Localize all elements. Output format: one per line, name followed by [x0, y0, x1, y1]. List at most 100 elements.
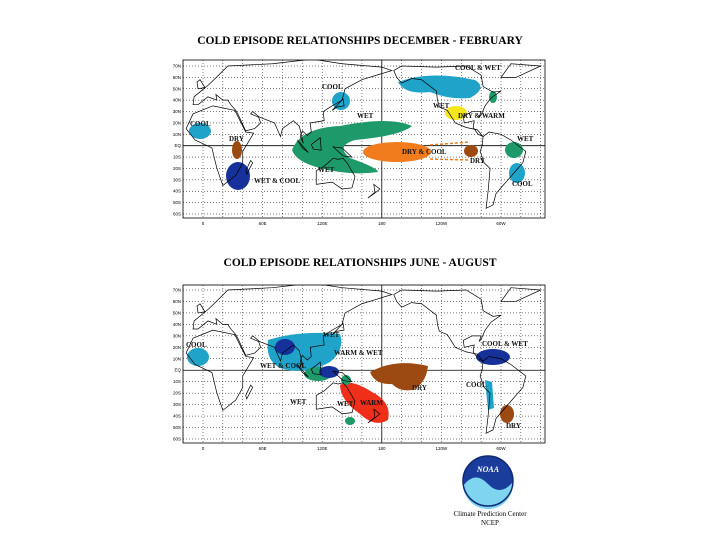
lon-label: 120W — [436, 446, 449, 451]
coastline — [185, 105, 255, 187]
lat-label: 10S — [173, 379, 181, 384]
region-label: WET & COOL — [260, 362, 306, 370]
region-label: WET — [318, 166, 335, 174]
lon-label: 60W — [496, 446, 506, 451]
coastline — [196, 79, 206, 90]
region-label: COOL — [186, 341, 207, 349]
coastline — [315, 157, 356, 190]
lat-label: 30N — [173, 333, 181, 338]
lat-label: 60S — [173, 437, 181, 442]
lat-label: 20S — [173, 166, 181, 171]
region-label: COOL & WET — [455, 64, 501, 72]
region-label: DRY — [229, 135, 244, 143]
lat-label: 20N — [173, 345, 181, 350]
lon-label: 180 — [378, 446, 386, 451]
coastline — [185, 329, 255, 411]
map-title: COLD EPISODE RELATIONSHIPS DECEMBER - FE… — [197, 35, 523, 47]
region-label: COOL & WET — [482, 340, 528, 348]
region-label: DRY — [506, 422, 521, 430]
anomaly-region — [370, 363, 428, 391]
lat-label: 60N — [173, 75, 181, 80]
lat-label: 30N — [173, 109, 181, 114]
map-frame — [182, 284, 546, 444]
coastline — [315, 382, 356, 415]
lat-label: 50N — [173, 86, 181, 91]
lat-label: 10S — [173, 155, 181, 160]
lat-label: 60S — [173, 212, 181, 217]
region-label: DRY — [412, 384, 427, 392]
coastline — [500, 63, 543, 78]
coastline — [332, 370, 354, 383]
map-frame — [182, 59, 546, 219]
lat-label: 70N — [173, 288, 181, 293]
anomaly-region — [189, 123, 211, 139]
coastline — [367, 183, 381, 199]
lat-label: 50S — [173, 200, 181, 205]
lat-label: 70N — [173, 64, 181, 69]
anomaly-region — [485, 380, 494, 410]
anomaly-region — [509, 163, 525, 183]
lat-label: 60N — [173, 299, 181, 304]
anomaly-region — [505, 142, 523, 158]
coastline — [192, 60, 393, 144]
coastline — [196, 303, 206, 314]
lon-label: 0 — [202, 446, 205, 451]
coastline — [245, 159, 254, 176]
anomaly-region — [363, 142, 431, 162]
footer-unit: NCEP — [481, 519, 499, 527]
lat-label: 50N — [173, 310, 181, 315]
anomaly-region — [429, 141, 471, 161]
coastline — [393, 65, 502, 137]
coastline — [245, 384, 254, 400]
lon-label: 120E — [317, 221, 328, 226]
map — [183, 285, 545, 443]
coastline — [367, 408, 381, 424]
lat-label: 10N — [173, 132, 181, 137]
lon-label: 60W — [496, 221, 506, 226]
region-label: WET — [290, 398, 307, 406]
anomaly-region — [464, 145, 478, 157]
lon-label: 60E — [259, 446, 267, 451]
anomaly-region — [187, 348, 209, 366]
region-label: WET — [337, 400, 354, 408]
region-label: WARM — [360, 399, 383, 407]
lon-label: 0 — [202, 221, 205, 226]
lat-label: 30S — [173, 177, 181, 182]
coastline — [331, 98, 345, 111]
lon-label: 180 — [378, 221, 386, 226]
region-label: WET & COOL — [254, 177, 300, 185]
coastline — [393, 289, 502, 362]
coastline — [331, 322, 345, 335]
coastline — [297, 364, 309, 378]
lat-label: 40N — [173, 322, 181, 327]
anomaly-region — [345, 417, 355, 425]
region-label: COOL — [512, 180, 533, 188]
anomaly-region — [292, 121, 412, 174]
region-label: COOL — [322, 83, 343, 91]
anomaly-region — [226, 162, 250, 190]
logo-text: NOAA — [476, 465, 500, 474]
lat-label: 40N — [173, 98, 181, 103]
lat-label: 10N — [173, 356, 181, 361]
region-label: DRY — [470, 157, 485, 165]
anomaly-region — [275, 339, 295, 355]
region-label: COOL — [190, 120, 211, 128]
region-label: WET — [433, 102, 450, 110]
coastline — [332, 146, 354, 158]
anomaly-region — [398, 75, 481, 99]
footer-center: Climate Prediction Center — [453, 510, 527, 518]
region-label: WET — [357, 112, 374, 120]
lat-label: 40S — [173, 189, 181, 194]
anomaly-region — [500, 405, 514, 423]
lat-label: 50S — [173, 425, 181, 430]
noaa-logo: NOAA — [462, 455, 514, 510]
coastline — [310, 137, 322, 151]
region-label: WET — [323, 331, 340, 339]
region-label: WARM & WET — [334, 349, 383, 357]
lon-label: 120E — [317, 446, 328, 451]
map — [183, 60, 545, 218]
region-label: DRY & WARM — [458, 112, 505, 120]
lat-label: 40S — [173, 414, 181, 419]
coastline — [500, 287, 543, 302]
